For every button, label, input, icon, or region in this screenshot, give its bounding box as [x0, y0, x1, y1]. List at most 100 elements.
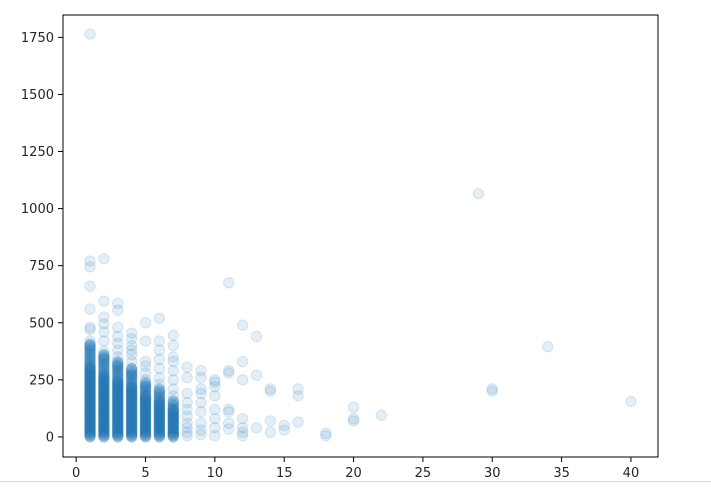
scatter-point — [181, 426, 193, 439]
scatter-point — [139, 317, 152, 329]
scatter-point — [112, 369, 124, 381]
scatter-point — [167, 429, 179, 442]
scatter-point — [125, 427, 138, 439]
scatter-point — [84, 404, 96, 417]
scatter-point — [112, 422, 124, 435]
scatter-point — [139, 414, 152, 427]
scatter-point — [125, 376, 138, 388]
scatter-point — [84, 402, 96, 414]
scatter-point — [112, 395, 124, 407]
scatter-point — [84, 349, 96, 361]
scatter-point — [125, 416, 138, 428]
scatter-point — [167, 416, 179, 428]
scatter-point — [125, 410, 138, 423]
scatter-point — [112, 429, 124, 441]
scatter-point — [139, 389, 152, 401]
scatter-point — [153, 414, 166, 427]
scatter-point — [84, 348, 96, 360]
scatter-point — [153, 410, 166, 423]
scatter-point — [625, 395, 637, 408]
scatter-point — [125, 396, 138, 408]
scatter-point — [125, 391, 138, 403]
scatter-point — [84, 424, 96, 436]
scatter-point — [167, 427, 179, 439]
scatter-point — [98, 399, 110, 411]
scatter-point — [125, 418, 138, 431]
scatter-point — [98, 392, 110, 405]
scatter-point — [139, 383, 152, 396]
scatter-point — [153, 417, 166, 429]
scatter-point — [181, 417, 193, 429]
scatter-point — [84, 408, 96, 420]
scatter-point — [153, 422, 166, 434]
scatter-point — [98, 372, 110, 385]
scatter-point — [112, 408, 124, 420]
scatter-point — [153, 429, 166, 442]
scatter-point — [112, 417, 124, 429]
scatter-point — [167, 402, 179, 415]
scatter-point — [84, 422, 96, 435]
scatter-point — [84, 420, 96, 432]
scatter-point — [139, 380, 152, 392]
scatter-point — [112, 427, 124, 439]
scatter-point — [125, 395, 138, 407]
scatter-point — [112, 406, 124, 418]
scatter-point — [98, 352, 110, 365]
scatter-point — [139, 423, 152, 436]
scatter-point — [84, 363, 96, 376]
scatter-point — [125, 381, 138, 394]
scatter-point — [98, 425, 110, 438]
scatter-point — [153, 411, 166, 423]
scatter-point — [167, 407, 179, 419]
scatter-point — [125, 379, 138, 391]
scatter-point — [112, 392, 124, 405]
scatter-point — [98, 424, 110, 437]
scatter-point — [98, 354, 110, 366]
scatter-point — [181, 371, 193, 384]
scatter-point — [98, 431, 110, 443]
scatter-point — [125, 429, 138, 441]
scatter-point — [542, 341, 554, 353]
scatter-point — [98, 370, 110, 383]
scatter-point — [98, 412, 110, 425]
scatter-point — [209, 412, 221, 425]
scatter-point — [153, 392, 166, 405]
scatter-point — [84, 345, 96, 357]
scatter-point — [139, 410, 152, 422]
scatter-point — [125, 371, 138, 384]
scatter-point — [167, 404, 179, 417]
scatter-point — [139, 396, 152, 409]
scatter-point — [125, 374, 138, 386]
scatter-point — [112, 394, 124, 406]
x-tick-label: 35 — [553, 466, 570, 481]
scatter-point — [153, 407, 166, 419]
scatter-point — [125, 366, 138, 378]
scatter-point — [84, 401, 96, 414]
scatter-point — [84, 418, 96, 431]
scatter-point — [84, 373, 96, 386]
scatter-point — [209, 403, 221, 416]
scatter-point — [195, 417, 207, 429]
scatter-point — [84, 425, 96, 438]
scatter-point — [153, 422, 166, 435]
scatter-point — [167, 412, 179, 425]
scatter-point — [98, 388, 110, 400]
scatter-point — [98, 373, 110, 386]
scatter-point — [167, 417, 179, 429]
scatter-point — [153, 421, 166, 434]
scatter-point — [98, 356, 110, 368]
scatter-point — [112, 409, 124, 421]
scatter-point — [153, 387, 166, 399]
scatter-point — [98, 393, 110, 406]
scatter-point — [84, 388, 96, 400]
scatter-point — [125, 370, 138, 383]
scatter-point — [139, 396, 152, 408]
scatter-point — [167, 410, 179, 422]
scatter-point — [112, 373, 124, 386]
scatter-point — [139, 391, 152, 403]
scatter-point — [98, 422, 110, 435]
scatter-point — [84, 431, 96, 443]
scatter-point — [167, 395, 179, 407]
scatter-point — [167, 427, 179, 439]
scatter-point — [84, 412, 96, 424]
